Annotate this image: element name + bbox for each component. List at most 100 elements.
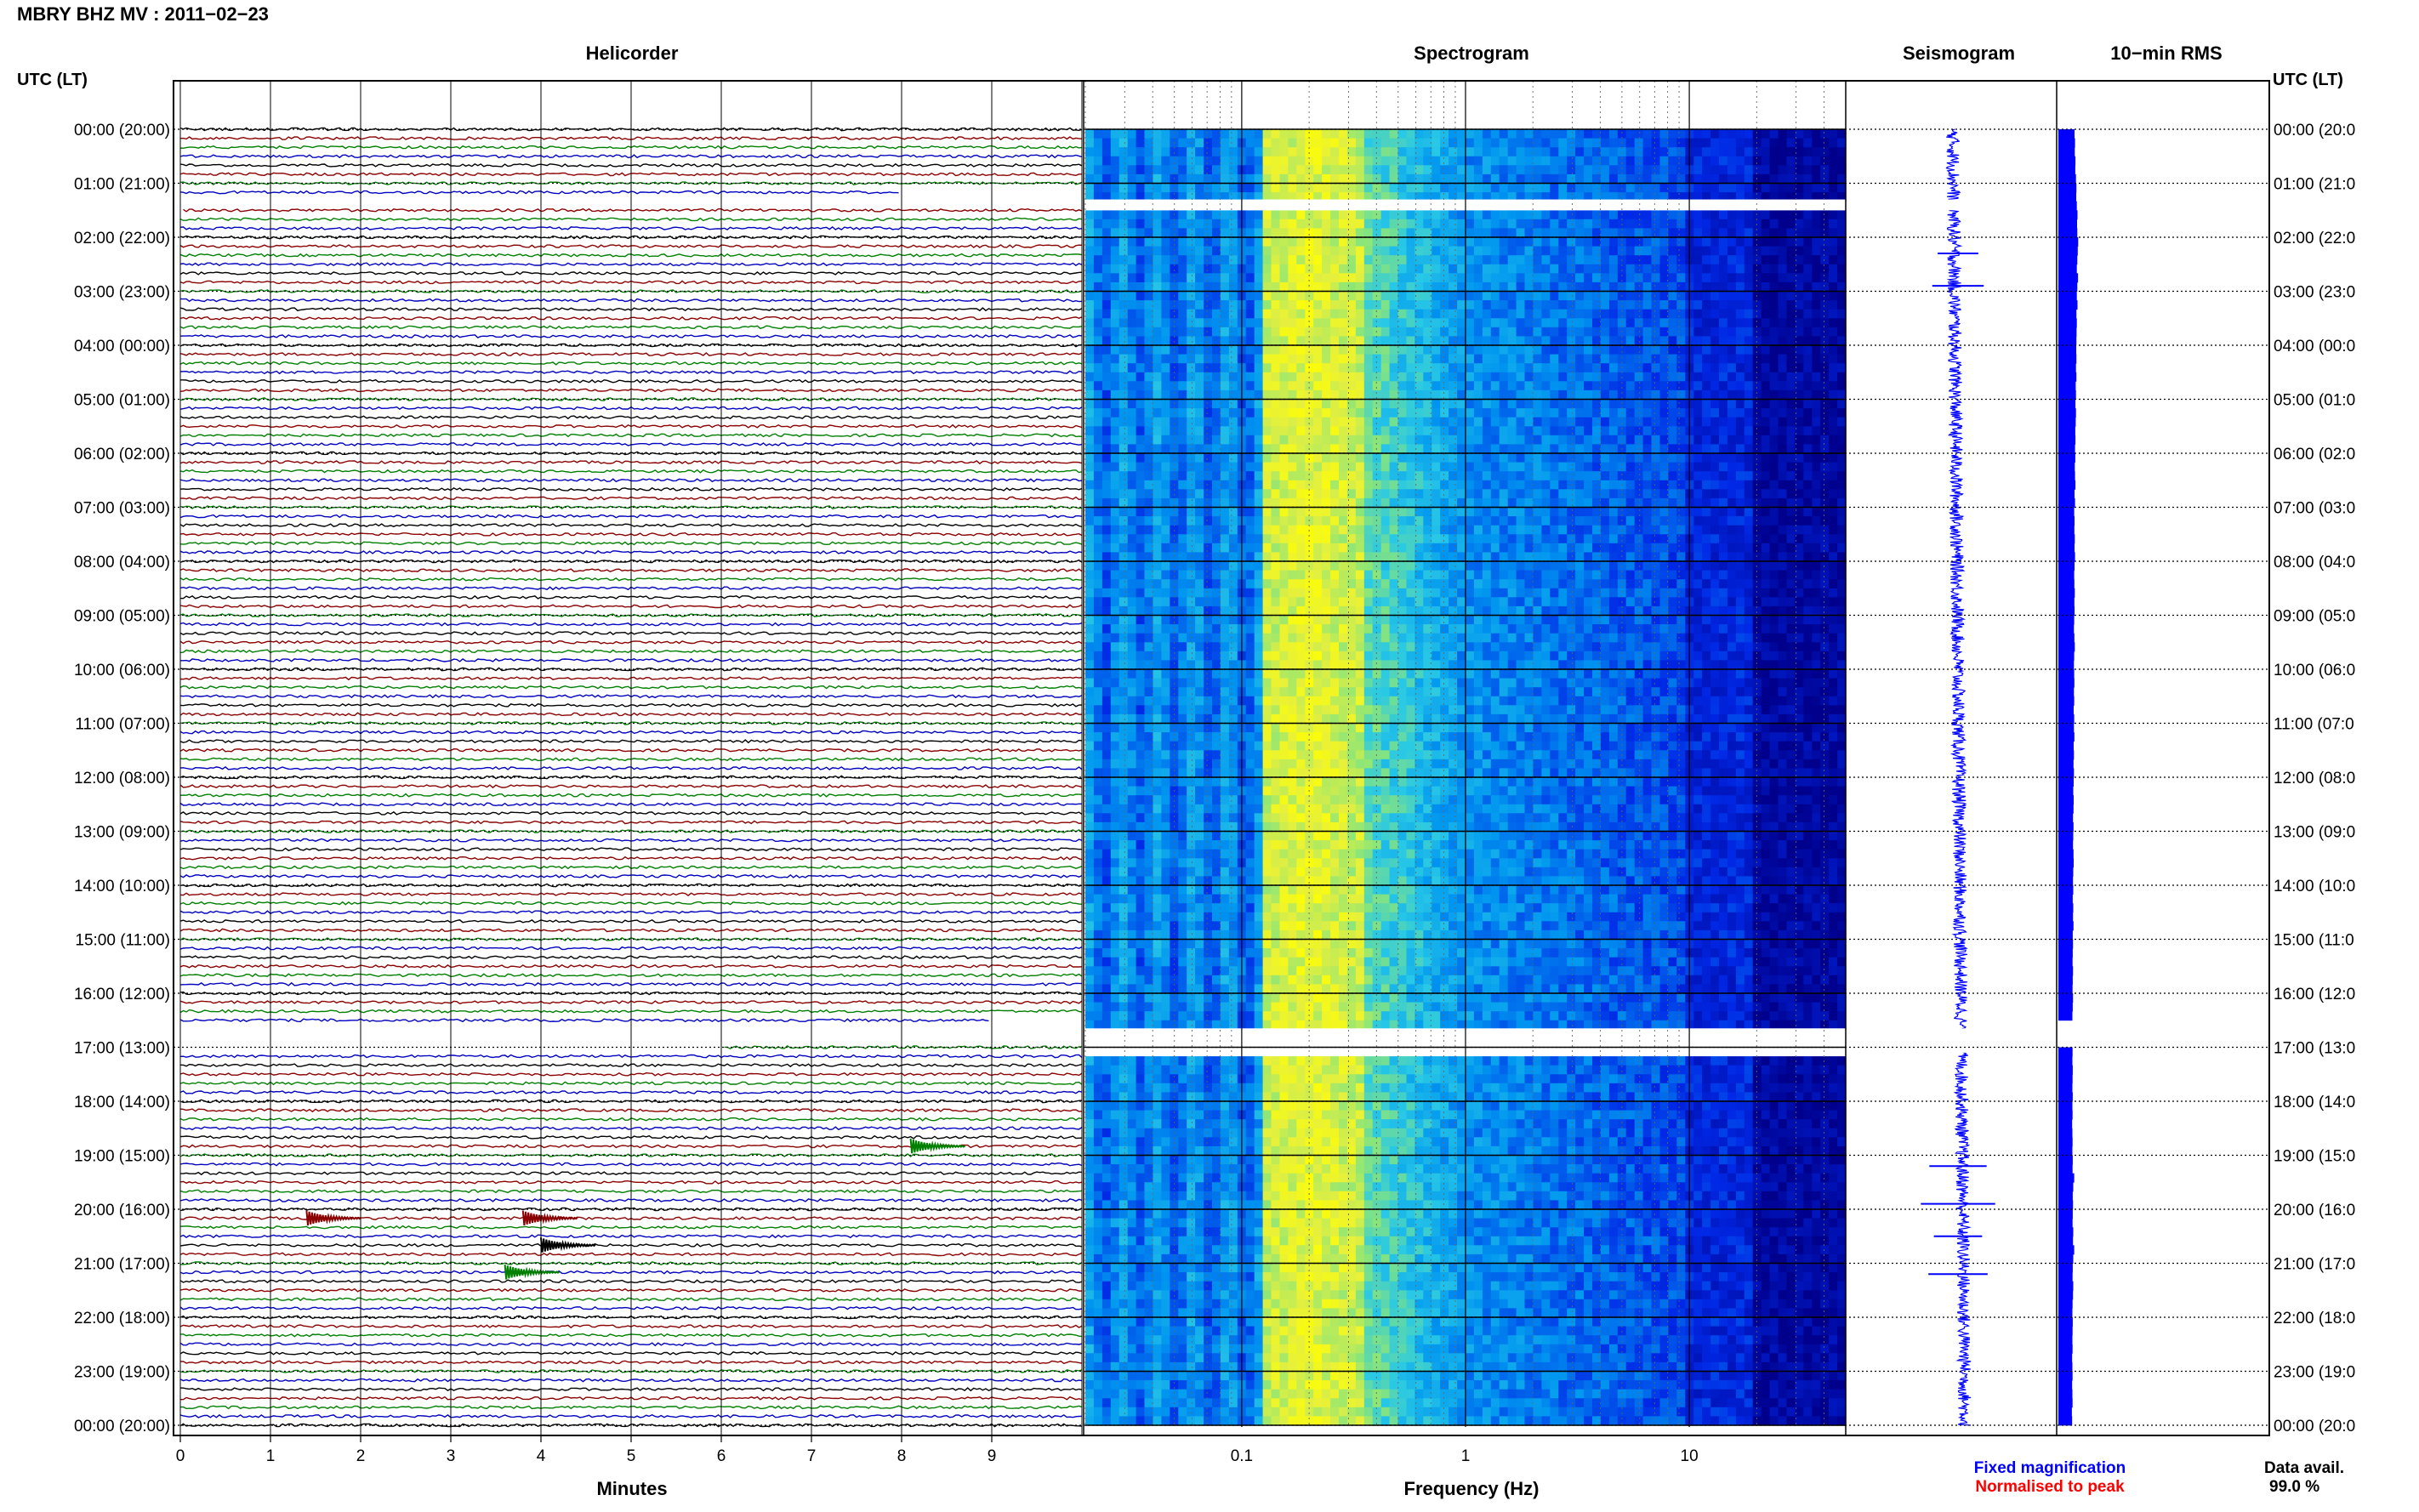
spectrogram-cell <box>1389 462 1399 472</box>
spectrogram-cell <box>1339 435 1348 445</box>
spectrogram-cell <box>1254 147 1264 157</box>
spectrogram-cell <box>1769 228 1779 238</box>
spectrogram-cell <box>1372 237 1382 247</box>
spectrogram-cell <box>1795 246 1804 256</box>
spectrogram-cell <box>1617 471 1627 481</box>
spectrogram-cell <box>1584 354 1593 364</box>
spectrogram-cell <box>1820 399 1830 409</box>
spectrogram-cell <box>1449 570 1458 580</box>
spectrogram-cell <box>1668 138 1677 148</box>
spectrogram-cell <box>1625 570 1636 580</box>
spectrogram-cell <box>1195 246 1204 256</box>
spectrogram-cell <box>1245 471 1255 481</box>
spectrogram-cell <box>1719 624 1728 634</box>
spectrogram-cell <box>1423 336 1432 346</box>
spectrogram-cell <box>1118 273 1129 283</box>
spectrogram-cell <box>1170 552 1179 562</box>
spectrogram-cell <box>1735 624 1745 634</box>
spectrogram-cell <box>1440 246 1449 256</box>
spectrogram-cell <box>1220 588 1230 598</box>
spectrogram-cell <box>1153 480 1162 490</box>
spectrogram-cell <box>1499 489 1509 499</box>
spectrogram-cell <box>1516 570 1526 580</box>
spectrogram-cell <box>1524 228 1534 238</box>
spectrogram-cell <box>1541 183 1551 193</box>
spectrogram-cell <box>1651 570 1660 580</box>
spectrogram-cell <box>1204 165 1213 175</box>
spectrogram-cell <box>1524 389 1534 401</box>
spectrogram-cell <box>1719 183 1728 193</box>
spectrogram-cell <box>1575 183 1585 193</box>
spectrogram-cell <box>1204 138 1213 148</box>
spectrogram-cell <box>1769 156 1779 166</box>
spectrogram-cell <box>1541 345 1551 355</box>
spectrogram-cell <box>1719 372 1728 382</box>
spectrogram-cell <box>1533 345 1542 355</box>
spectrogram-cell <box>1178 435 1187 445</box>
spectrogram-cell <box>1153 507 1162 517</box>
spectrogram-cell <box>1693 624 1703 634</box>
spectrogram-cell <box>1473 147 1483 157</box>
spectrogram-cell <box>1516 552 1526 562</box>
spectrogram-cell <box>1296 291 1306 301</box>
spectrogram-cell <box>1296 264 1306 274</box>
spectrogram-cell <box>1533 462 1542 472</box>
spectrogram-cell <box>1322 147 1331 157</box>
spectrogram-cell <box>1507 399 1517 409</box>
spectrogram-cell <box>1837 516 1847 526</box>
spectrogram-cell <box>1651 597 1660 607</box>
spectrogram-cell <box>1466 516 1475 526</box>
spectrogram-cell <box>1651 345 1660 355</box>
spectrogram-cell <box>1812 138 1821 148</box>
spectrogram-cell <box>1719 138 1728 148</box>
spectrogram-cell <box>1279 561 1289 571</box>
spectrogram-cell <box>1127 246 1137 256</box>
spectrogram-cell <box>1516 183 1526 193</box>
spectrogram-cell <box>1651 281 1660 293</box>
spectrogram-cell <box>1702 255 1711 265</box>
spectrogram-cell <box>1608 264 1619 274</box>
spectrogram-cell <box>1642 336 1653 346</box>
spectrogram-cell <box>1702 336 1711 346</box>
spectrogram-cell <box>1305 237 1314 247</box>
spectrogram-cell <box>1761 507 1771 517</box>
spectrogram-cell <box>1710 300 1720 310</box>
spectrogram-cell <box>1449 264 1458 274</box>
spectrogram-cell <box>1288 228 1297 238</box>
spectrogram-cell <box>1516 147 1526 157</box>
spectrogram-cell <box>1499 435 1509 445</box>
spectrogram-cell <box>1837 507 1847 517</box>
spectrogram-cell <box>1449 462 1458 472</box>
spectrogram-cell <box>1101 246 1112 256</box>
spectrogram-cell <box>1482 309 1492 319</box>
spectrogram-cell <box>1457 192 1466 202</box>
spectrogram-cell <box>1414 588 1424 598</box>
spectrogram-cell <box>1118 389 1129 401</box>
spectrogram-cell <box>1212 543 1221 553</box>
spectrogram-cell <box>1820 525 1830 535</box>
spectrogram-cell <box>1516 543 1526 553</box>
spectrogram-cell <box>1642 363 1653 373</box>
spectrogram-cell <box>1355 129 1365 139</box>
spectrogram-cell <box>1355 300 1365 310</box>
spectrogram-cell <box>1533 354 1542 364</box>
spectrogram-cell <box>1262 570 1272 580</box>
spectrogram-cell <box>1271 588 1280 598</box>
spectrogram-cell <box>1178 444 1187 454</box>
spectrogram-cell <box>1719 588 1728 598</box>
spectrogram-cell <box>1550 480 1559 490</box>
spectrogram-cell <box>1473 480 1483 490</box>
spectrogram-cell <box>1676 363 1686 373</box>
spectrogram-cell <box>1389 300 1399 310</box>
spectrogram-cell <box>1161 354 1170 364</box>
spectrogram-cell <box>1592 588 1602 598</box>
spectrogram-cell <box>1693 399 1703 409</box>
spectrogram-cell <box>1541 255 1551 265</box>
spectrogram-cell <box>1466 588 1475 598</box>
spectrogram-cell <box>1676 264 1686 274</box>
spectrogram-cell <box>1339 318 1348 328</box>
spectrogram-cell <box>1702 147 1711 157</box>
spectrogram-cell <box>1778 318 1787 328</box>
spectrogram-cell <box>1271 138 1280 148</box>
spectrogram-cell <box>1829 183 1838 193</box>
